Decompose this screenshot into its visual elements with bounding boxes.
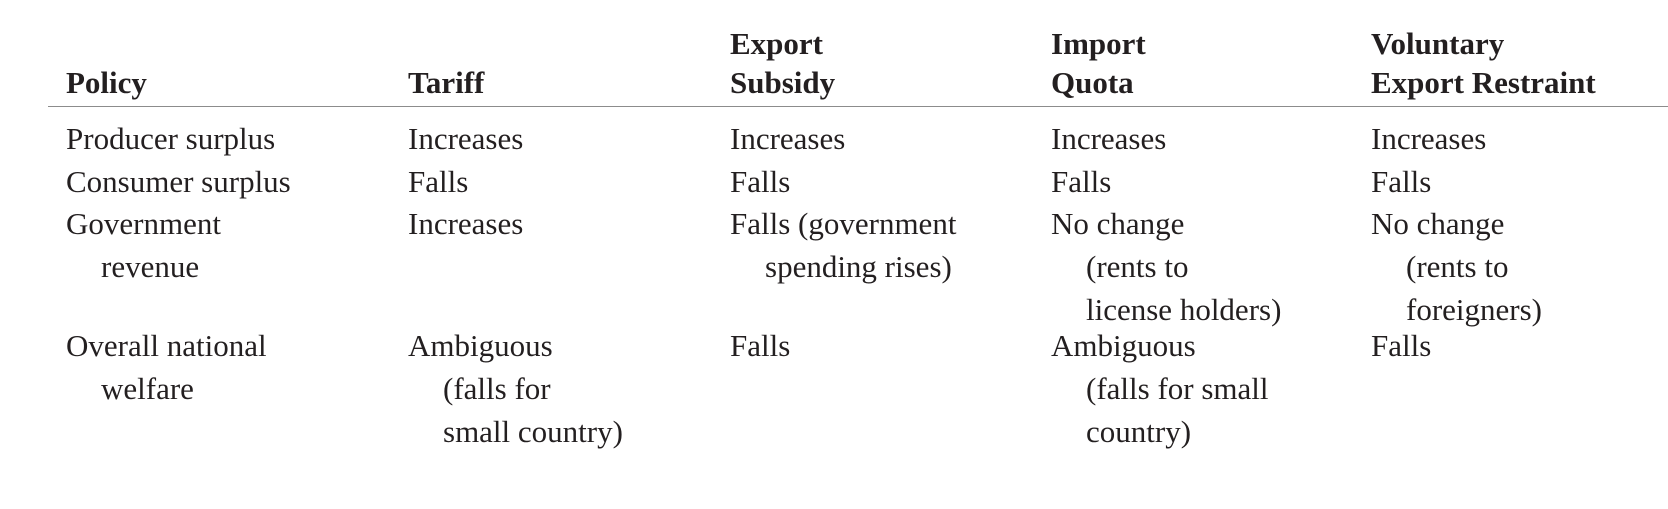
cell-line: Falls [408,164,469,199]
cell-line: Falls [730,164,791,199]
column-header-line: Subsidy [730,65,836,100]
cell-line: No change [1051,206,1185,241]
table-cell: Increases [1051,117,1166,160]
cell-line: Government [66,206,221,241]
column-header-line: Export [730,26,823,61]
table-row-consumer-surplus: Consumer surplus Falls Falls Falls Falls [48,160,1668,202]
cell-line: Falls [1371,164,1432,199]
cell-line: Increases [408,121,524,156]
row-label-cell: Consumer surplus [66,160,291,203]
column-header-import-quota: Import Quota [1051,24,1146,102]
policy-effects-table: Policy Tariff Export Subsidy Import Quot… [48,26,1668,454]
cell-line: Ambiguous [1051,328,1196,363]
cell-line: Increases [730,121,846,156]
table-row-government-revenue: Government revenue Increases Falls (gove… [48,202,1668,327]
cell-line: Falls (government [730,206,957,241]
table-cell: Ambiguous (falls for small country) [408,324,623,453]
table-body: Producer surplus Increases Increases Inc… [48,107,1668,454]
cell-line: Increases [1371,121,1487,156]
table-cell: Falls [408,160,468,203]
cell-line: Consumer surplus [66,164,291,199]
cell-line: Falls [1051,164,1112,199]
column-header-line: Export Restraint [1371,65,1596,100]
cell-line: Overall national [66,328,267,363]
table-cell: Increases [408,202,523,245]
column-header-line: Voluntary [1371,26,1505,61]
table-header-row: Policy Tariff Export Subsidy Import Quot… [48,26,1668,107]
table-cell: Increases [408,117,523,160]
table-cell: Falls [730,160,790,203]
table-cell: Increases [1371,117,1486,160]
column-header-voluntary-export-restraint: Voluntary Export Restraint [1371,24,1596,102]
column-header-line: Policy [66,65,147,100]
column-header-export-subsidy: Export Subsidy [730,24,835,102]
cell-line: welfare [101,371,194,406]
cell-line: small country) [443,414,623,449]
row-label-cell: Overall national welfare [66,324,267,410]
row-label-cell: Government revenue [66,202,221,288]
cell-line: license holders) [1086,292,1282,327]
cell-line: Falls [730,328,791,363]
column-header-line: Tariff [408,65,485,100]
table-cell: Falls (government spending rises) [730,202,956,288]
cell-line: Increases [408,206,524,241]
table-cell: No change (rents to license holders) [1051,202,1281,331]
cell-line: revenue [101,249,200,284]
table-cell: Falls [730,324,790,367]
column-header-line: Quota [1051,65,1134,100]
table-cell: Increases [730,117,845,160]
cell-line: Increases [1051,121,1167,156]
table-row-producer-surplus: Producer surplus Increases Increases Inc… [48,117,1668,160]
cell-line: Ambiguous [408,328,553,363]
cell-line: (falls for [443,371,551,406]
row-label-cell: Producer surplus [66,117,275,160]
table-cell: No change (rents to foreigners) [1371,202,1542,331]
cell-line: (rents to [1406,249,1509,284]
cell-line: Producer surplus [66,121,276,156]
cell-line: Falls [1371,328,1432,363]
cell-line: (falls for small [1086,371,1269,406]
cell-line: foreigners) [1406,292,1542,327]
table-cell: Falls [1371,324,1431,367]
table-cell: Falls [1371,160,1431,203]
cell-line: country) [1086,414,1192,449]
table-cell: Falls [1051,160,1111,203]
column-header-line: Import [1051,26,1146,61]
cell-line: No change [1371,206,1505,241]
cell-line: (rents to [1086,249,1189,284]
table-row-overall-national-welfare: Overall national welfare Ambiguous (fall… [48,324,1668,454]
cell-line: spending rises) [765,249,952,284]
column-header-tariff: Tariff [408,63,484,102]
column-header-policy: Policy [66,63,147,102]
table-cell: Ambiguous (falls for small country) [1051,324,1269,453]
